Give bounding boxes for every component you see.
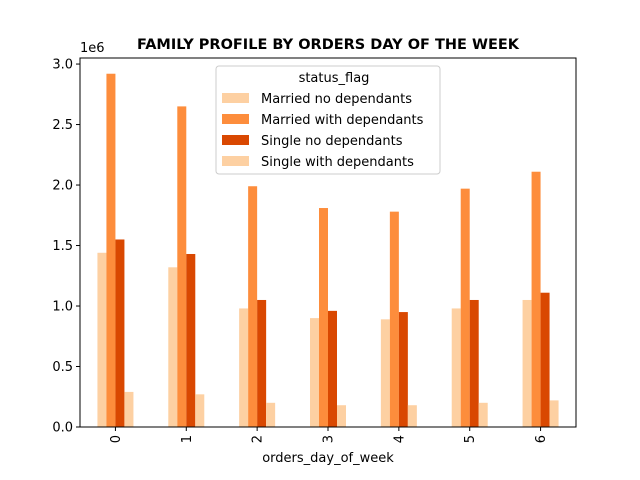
x-tick-label: 4 [392, 435, 407, 443]
legend-title: status_flag [299, 71, 370, 86]
y-tick-label: 0.0 [52, 421, 73, 436]
bar-0-0 [97, 252, 107, 427]
legend: status_flag Married no dependants Married … [215, 65, 441, 175]
legend-label-2: Single no dependants [261, 134, 403, 149]
chart-title: FAMILY PROFILE BY ORDERS DAY OF THE WEEK [137, 37, 520, 53]
bar-5-1 [460, 188, 470, 427]
x-tick-label: 1 [180, 435, 195, 443]
bar-4-0 [380, 319, 390, 427]
bar-4-2 [398, 312, 408, 427]
x-tick-label: 5 [463, 435, 478, 443]
y-tick-label: 1.0 [52, 300, 73, 315]
axes: 0.0 0.5 1.0 1.5 2.0 2.5 3.0 0 1 2 3 4 5 6 [52, 57, 577, 443]
bar-4-3 [407, 405, 417, 427]
legend-swatch-1 [222, 114, 249, 124]
bar-3-0 [310, 318, 319, 427]
bar-3-1 [319, 208, 328, 427]
bar-5-0 [451, 308, 461, 427]
legend-label-3: Single with dependants [261, 155, 414, 170]
legend-swatch-3 [222, 156, 249, 166]
bar-0-2 [115, 239, 125, 427]
y-tick-label: 0.5 [52, 360, 73, 375]
bar-1-2 [186, 253, 196, 427]
bar-6-3 [549, 400, 559, 427]
bar-1-1 [177, 106, 187, 427]
x-tick-label: 3 [322, 435, 337, 443]
legend-label-0: Married no dependants [261, 92, 412, 107]
bar-2-1 [248, 186, 258, 427]
y-tick-label: 3.0 [52, 58, 73, 73]
x-axis-label: orders_day_of_week [262, 451, 394, 466]
bar-2-2 [257, 299, 267, 427]
bar-1-0 [168, 267, 178, 427]
bar-5-3 [478, 402, 488, 427]
bar-2-3 [266, 402, 276, 427]
bar-4-1 [389, 211, 399, 427]
y-axis-offset-text: 1e6 [80, 41, 105, 56]
x-tick-label: 6 [534, 435, 549, 443]
bar-1-3 [195, 394, 205, 427]
legend-swatch-2 [222, 135, 249, 145]
bar-6-1 [531, 171, 541, 427]
x-tick-label: 2 [251, 435, 266, 443]
bar-0-1 [106, 73, 116, 427]
bar-3-3 [337, 405, 346, 427]
legend-box [215, 65, 441, 175]
legend-swatch-0 [222, 93, 249, 103]
bar-2-0 [239, 308, 249, 427]
y-tick-label: 1.5 [52, 239, 73, 254]
bar-3-2 [328, 310, 337, 427]
y-tick-label: 2.5 [52, 118, 73, 133]
bar-6-2 [540, 292, 550, 427]
plot-area [97, 73, 559, 427]
bar-6-0 [522, 299, 532, 427]
legend-label-1: Married with dependants [261, 113, 424, 128]
bar-0-3 [124, 391, 134, 427]
x-tick-label: 0 [109, 435, 124, 443]
bar-5-2 [469, 299, 479, 427]
y-tick-label: 2.0 [52, 179, 73, 194]
